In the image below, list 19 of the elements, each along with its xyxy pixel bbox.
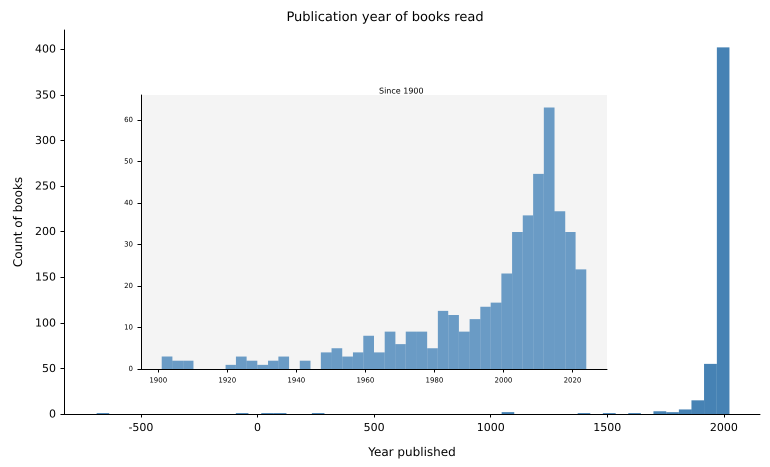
x-tick-label: 500 [364, 421, 385, 434]
y-tick-label: 400 [35, 42, 56, 56]
y-axis-title: Count of books [11, 176, 25, 268]
y-tick-label: 100 [35, 316, 56, 330]
y-tick-label: 350 [35, 88, 56, 102]
y-tick-label: 200 [35, 225, 56, 238]
x-tick-label: 1000 [476, 421, 505, 434]
chart-title: Publication year of books read [286, 10, 484, 25]
x-axis-title: Year published [367, 445, 456, 459]
x-tick-label: 2000 [710, 421, 738, 434]
x-tick-label: -500 [128, 421, 154, 434]
y-tick-label: 300 [35, 134, 56, 147]
y-tick-label: 150 [35, 270, 56, 284]
y-tick-label: 50 [42, 362, 56, 375]
x-tick-label: 1500 [593, 421, 622, 434]
y-tick-label: 0 [49, 408, 56, 420]
x-tick-label: 0 [254, 421, 262, 434]
y-tick-label: 250 [35, 179, 56, 192]
chart-title: Since 1900 [379, 86, 424, 96]
